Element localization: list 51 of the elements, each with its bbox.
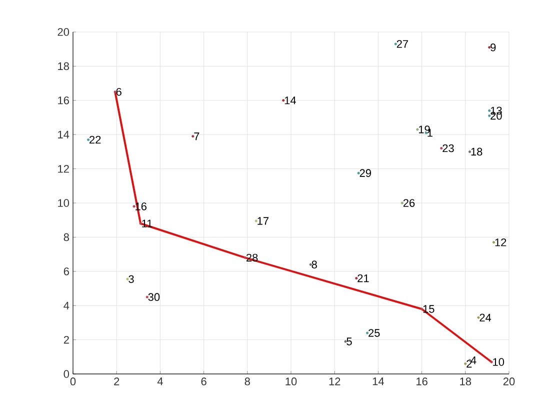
y-tick-label: 10 — [58, 199, 70, 207]
annotation: 7 — [194, 132, 200, 140]
y-tick-label: 6 — [64, 268, 69, 276]
point — [132, 205, 136, 208]
x-tick-label: 2 — [114, 378, 120, 386]
x-tick-label: 8 — [244, 378, 250, 386]
annotation: 10 — [493, 358, 504, 366]
point — [490, 360, 493, 364]
y-tick-label: 8 — [64, 233, 69, 242]
x-tick-label: 0 — [70, 378, 76, 386]
annotation: 27 — [396, 40, 408, 48]
annotation: 6 — [116, 88, 122, 96]
y-tick-label: 12 — [58, 164, 69, 173]
x-tick-label: 20 — [503, 378, 515, 386]
annotation: 21 — [358, 274, 369, 282]
point — [416, 128, 419, 131]
annotation: 5 — [346, 338, 352, 346]
annotation: 1 — [428, 129, 432, 137]
annotation: 24 — [480, 314, 492, 322]
point — [400, 202, 404, 204]
annotation: 17 — [258, 217, 269, 225]
x-tick-label: 4 — [157, 378, 163, 386]
annotation: 22 — [90, 136, 101, 144]
annotation: 30 — [148, 293, 160, 301]
x-tick-label: 16 — [416, 378, 428, 386]
y-tick-label: 0 — [64, 370, 70, 378]
y-tick-label: 14 — [58, 130, 70, 138]
annotation: 26 — [403, 199, 415, 207]
annotation: 18 — [471, 148, 482, 156]
point — [139, 222, 142, 225]
annotation: 8 — [312, 260, 317, 268]
x-tick-label: 6 — [201, 378, 206, 386]
y-tick-label: 16 — [58, 96, 69, 104]
annotation: 14 — [284, 96, 296, 104]
annotation: 3 — [128, 275, 134, 283]
x-tick-label: 12 — [329, 378, 340, 386]
annotation: 15 — [423, 305, 434, 313]
x-tick-label: 18 — [460, 378, 472, 386]
annotation: 23 — [442, 144, 454, 152]
annotation: 25 — [368, 329, 380, 337]
y-tick-label: 18 — [58, 62, 69, 70]
x-tick-label: 10 — [286, 378, 297, 386]
point — [254, 220, 258, 222]
annotation: 19 — [418, 126, 430, 134]
x-tick-label: 14 — [372, 378, 384, 386]
y-tick-label: 20 — [58, 28, 70, 36]
annotation: 29 — [360, 169, 371, 177]
y-tick-label: 2 — [64, 336, 69, 344]
annotation: 9 — [490, 44, 496, 52]
y-tick-label: 4 — [64, 302, 70, 310]
annotation: 12 — [495, 238, 506, 246]
